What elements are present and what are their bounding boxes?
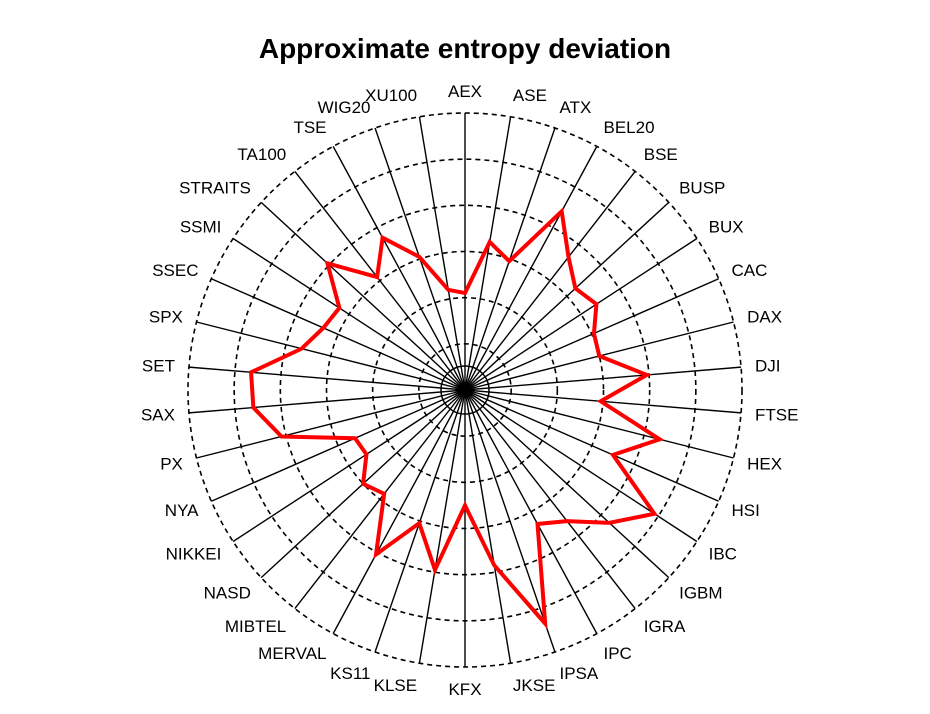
spoke-mibtel — [294, 389, 466, 610]
spoke-hex — [464, 389, 734, 459]
spoke-merval — [332, 389, 466, 634]
label-ipsa: IPSA — [559, 664, 598, 683]
spoke-ase — [464, 116, 512, 391]
label-cac: CAC — [731, 261, 767, 280]
spoke-ipsa — [464, 389, 556, 653]
spoke-px — [196, 389, 466, 459]
label-igra: IGRA — [644, 617, 686, 636]
label-nasd: NASD — [204, 584, 251, 603]
label-ftse: FTSE — [755, 406, 798, 425]
spoke-bse — [464, 170, 636, 391]
spoke-klse — [418, 389, 466, 664]
spoke-straits — [260, 201, 466, 391]
label-ipc: IPC — [604, 644, 632, 663]
label-busp: BUSP — [679, 178, 725, 197]
spoke-bel20 — [464, 146, 598, 391]
label-nya: NYA — [165, 501, 199, 520]
spoke-ta100 — [294, 170, 466, 391]
spoke-dji — [464, 366, 742, 391]
spoke-igra — [464, 389, 636, 610]
spoke-hsi — [464, 389, 719, 502]
label-set: SET — [142, 356, 175, 375]
label-aex: AEX — [448, 82, 482, 101]
label-bux: BUX — [709, 217, 744, 236]
label-atx: ATX — [559, 98, 591, 117]
spoke-igbm — [464, 389, 670, 579]
label-dji: DJI — [755, 356, 781, 375]
label-ase: ASE — [513, 86, 547, 105]
spoke-sax — [188, 389, 466, 414]
label-jkse: JKSE — [513, 676, 556, 695]
label-sax: SAX — [141, 406, 175, 425]
label-ssmi: SSMI — [180, 217, 222, 236]
axis-spokes — [188, 113, 742, 667]
spoke-bux — [464, 237, 698, 391]
spoke-set — [188, 366, 466, 391]
label-kfx: KFX — [448, 680, 481, 699]
label-hex: HEX — [747, 454, 782, 473]
spoke-nikkei — [232, 389, 466, 543]
spoke-spx — [196, 321, 466, 391]
label-ibc: IBC — [709, 545, 737, 564]
label-spx: SPX — [149, 308, 183, 327]
label-ssec: SSEC — [152, 261, 198, 280]
chart-title: Approximate entropy deviation — [259, 33, 671, 64]
label-wig20: WIG20 — [318, 98, 371, 117]
label-dax: DAX — [747, 308, 782, 327]
spoke-tse — [332, 146, 466, 391]
label-bel20: BEL20 — [604, 118, 655, 137]
spoke-xu100 — [418, 116, 466, 391]
spoke-cac — [464, 278, 719, 391]
spoke-nya — [211, 389, 466, 502]
spoke-ssec — [211, 278, 466, 391]
spoke-jkse — [464, 389, 512, 664]
spoke-ipc — [464, 389, 598, 634]
label-igbm: IGBM — [679, 584, 722, 603]
label-tse: TSE — [293, 118, 326, 137]
label-nikkei: NIKKEI — [166, 545, 222, 564]
spoke-busp — [464, 201, 670, 391]
label-straits: STRAITS — [179, 178, 251, 197]
label-xu100: XU100 — [365, 86, 417, 105]
label-px: PX — [160, 454, 183, 473]
spoke-ssmi — [232, 237, 466, 391]
label-hsi: HSI — [731, 501, 759, 520]
label-bse: BSE — [644, 145, 678, 164]
label-ta100: TA100 — [237, 145, 286, 164]
label-mibtel: MIBTEL — [225, 617, 286, 636]
label-merval: MERVAL — [258, 644, 326, 663]
label-ks11: KS11 — [330, 664, 370, 683]
label-klse: KLSE — [374, 676, 417, 695]
data-series — [248, 207, 665, 630]
spoke-ibc — [464, 389, 698, 543]
